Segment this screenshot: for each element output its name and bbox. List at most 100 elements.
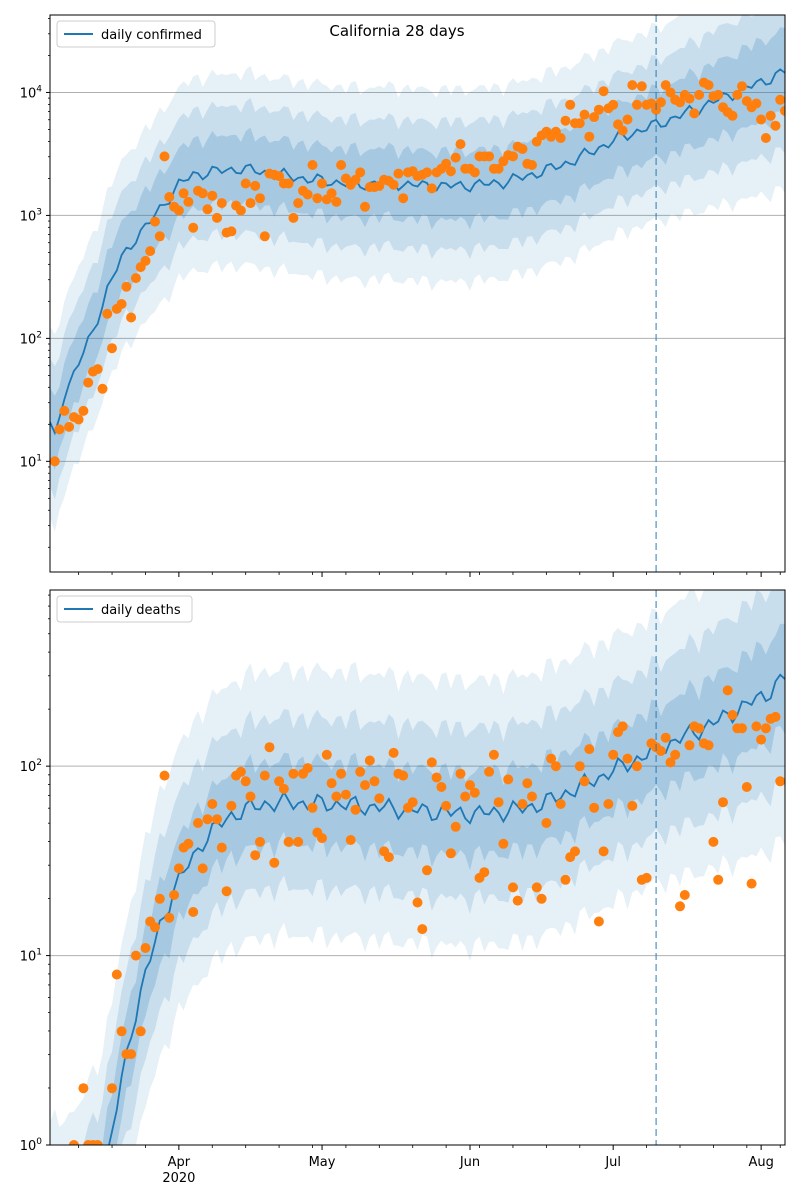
observed-point — [445, 166, 456, 177]
observed-point — [622, 114, 633, 125]
x-tick-label: Jun — [459, 1155, 480, 1170]
observed-point — [746, 878, 757, 889]
observed-point — [388, 179, 399, 190]
confirmed-panel: 101 102 103 104 daily confirmed — [20, 14, 786, 577]
observed-point — [274, 776, 285, 787]
observed-point — [574, 118, 585, 129]
confirmed-grid — [50, 91, 785, 462]
observed-point — [126, 312, 137, 323]
observed-point — [307, 160, 318, 170]
observed-point — [212, 212, 222, 223]
observed-point — [307, 802, 318, 813]
observed-point — [431, 772, 442, 783]
observed-point — [670, 749, 681, 760]
observed-point — [145, 246, 156, 257]
observed-point — [331, 791, 342, 802]
observed-point — [374, 793, 385, 804]
observed-point — [283, 178, 294, 189]
observed-point — [293, 198, 304, 209]
observed-point — [121, 281, 132, 292]
observed-point — [240, 178, 251, 189]
observed-point — [360, 780, 370, 791]
observed-point — [92, 364, 103, 375]
observed-point — [479, 867, 490, 878]
observed-point — [493, 163, 504, 174]
observed-point — [336, 768, 347, 779]
observed-point — [202, 204, 213, 215]
observed-point — [660, 80, 671, 91]
observed-point — [164, 192, 175, 202]
observed-point — [193, 818, 203, 828]
observed-point — [288, 212, 299, 223]
observed-point — [589, 112, 600, 123]
observed-point — [269, 857, 280, 868]
observed-point — [130, 273, 141, 284]
observed-point — [617, 125, 628, 136]
observed-point — [245, 198, 256, 209]
observed-point — [469, 787, 480, 798]
observed-point — [765, 110, 776, 121]
observed-point — [159, 770, 170, 781]
observed-point — [598, 86, 609, 97]
observed-point — [159, 151, 170, 162]
observed-point — [302, 189, 313, 200]
observed-point — [360, 201, 370, 212]
observed-point — [641, 872, 652, 883]
observed-point — [608, 749, 619, 760]
observed-point — [255, 836, 265, 847]
observed-point — [73, 414, 84, 425]
y-tick-label: 104 — [20, 84, 43, 101]
observed-point — [116, 299, 127, 309]
x-tick-label: May — [309, 1155, 336, 1170]
deaths-uncertainty-bands — [50, 590, 785, 1145]
deaths-y-axis: 100 101 102 — [20, 594, 50, 1154]
observed-point — [593, 104, 604, 115]
observed-point — [589, 802, 600, 813]
observed-point — [484, 151, 495, 162]
observed-point — [183, 196, 194, 207]
uncertainty-band — [50, 608, 657, 1145]
observed-point — [770, 120, 781, 131]
observed-point — [369, 776, 380, 787]
observed-point — [317, 833, 327, 844]
observed-point — [130, 950, 141, 961]
observed-point — [675, 901, 685, 912]
observed-point — [455, 768, 466, 779]
observed-point — [493, 797, 504, 808]
uncertainty-band — [50, 84, 657, 471]
observed-point — [508, 882, 518, 893]
observed-point — [393, 168, 404, 179]
observed-point — [508, 151, 518, 162]
x-tick-year-label: 2020 — [162, 1171, 195, 1186]
observed-point — [188, 907, 199, 917]
observed-point — [527, 791, 537, 802]
observed-point — [632, 99, 642, 110]
observed-point — [64, 421, 75, 432]
observed-point — [274, 171, 285, 182]
observed-point — [59, 405, 70, 416]
observed-point — [775, 776, 785, 787]
observed-point — [221, 886, 232, 897]
observed-point — [398, 770, 409, 781]
observed-point — [388, 747, 399, 758]
observed-point — [116, 1026, 127, 1037]
observed-point — [150, 922, 160, 933]
observed-point — [751, 98, 762, 109]
observed-point — [679, 890, 690, 900]
observed-point — [660, 732, 671, 743]
observed-point — [278, 783, 289, 794]
observed-point — [426, 757, 437, 768]
x-tick-label: Apr — [168, 1155, 191, 1170]
observed-point — [259, 231, 270, 242]
observed-point — [197, 188, 208, 199]
uncertainty-band — [50, 23, 657, 532]
confirmed-legend: daily confirmed — [56, 20, 216, 48]
deaths-axes-frame — [49, 589, 786, 1146]
observed-point — [460, 791, 471, 802]
observed-point — [512, 895, 523, 906]
observed-point — [173, 205, 184, 216]
observed-point — [441, 800, 452, 811]
observed-point — [235, 205, 246, 216]
